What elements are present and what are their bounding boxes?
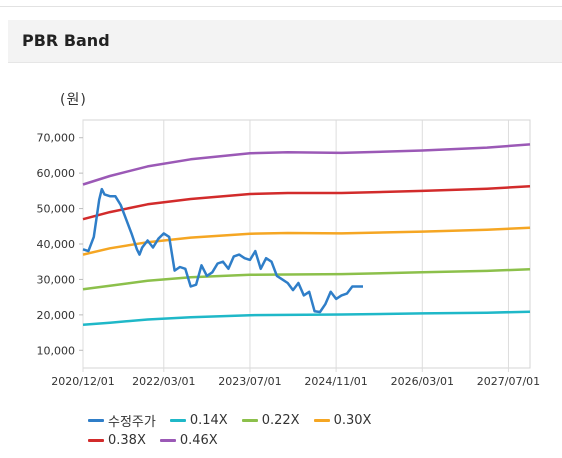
legend-swatch bbox=[88, 418, 104, 422]
y-tick-label: 60,000 bbox=[37, 167, 76, 180]
x-tick-label: 2022/03/01 bbox=[132, 375, 195, 388]
legend-label: 0.22X bbox=[261, 412, 300, 428]
legend-row: 수정주가 0.14X 0.22X 0.30X bbox=[88, 410, 528, 430]
legend: 수정주가 0.14X 0.22X 0.30X 0.38X 0.46X bbox=[88, 410, 528, 450]
band-line-0-22x bbox=[82, 267, 531, 291]
band-line-0-38x bbox=[82, 185, 531, 221]
x-tick-label: 2020/12/01 bbox=[51, 375, 114, 388]
legend-label: 0.38X bbox=[108, 432, 146, 448]
y-tick-label: 40,000 bbox=[37, 238, 76, 251]
y-tick-label: 30,000 bbox=[37, 273, 76, 286]
band-line-0-14x bbox=[82, 310, 531, 327]
legend-label: 0.30X bbox=[333, 412, 372, 428]
panel-title: PBR Band bbox=[22, 31, 110, 50]
legend-swatch bbox=[169, 418, 186, 422]
legend-item-0-38x[interactable]: 0.38X bbox=[88, 433, 146, 448]
legend-item-0-22x[interactable]: 0.22X bbox=[241, 412, 300, 428]
legend-label: 수정주가 bbox=[108, 414, 156, 430]
x-tick-label: 2027/07/01 bbox=[477, 375, 540, 388]
y-tick-label: 10,000 bbox=[37, 344, 76, 357]
legend-label: 0.14X bbox=[189, 412, 228, 428]
x-tick-label: 2026/03/01 bbox=[391, 375, 454, 388]
panel-header: PBR Band bbox=[8, 20, 562, 63]
legend-swatch bbox=[159, 438, 176, 442]
x-tick-label: 2024/11/01 bbox=[304, 375, 367, 388]
legend-label: 0.46X bbox=[179, 432, 218, 448]
legend-swatch bbox=[313, 418, 330, 422]
price-line bbox=[82, 187, 363, 314]
band-line-0-30x bbox=[82, 226, 531, 256]
band-line-0-46x bbox=[82, 143, 531, 186]
legend-item-0-46x[interactable]: 0.46X bbox=[159, 432, 218, 448]
legend-row: 0.38X 0.46X bbox=[88, 430, 528, 450]
legend-item-0-14x[interactable]: 0.14X bbox=[169, 412, 228, 428]
legend-swatch bbox=[88, 438, 104, 442]
x-tick-label: 2023/07/01 bbox=[218, 375, 281, 388]
y-tick-label: 50,000 bbox=[37, 203, 76, 216]
y-tick-label: 20,000 bbox=[37, 309, 76, 322]
unit-label: (원) bbox=[60, 92, 87, 108]
legend-swatch bbox=[241, 418, 258, 422]
legend-item-0-30x[interactable]: 0.30X bbox=[313, 412, 372, 428]
legend-item-price[interactable]: 수정주가 bbox=[88, 411, 156, 430]
y-tick-label: 70,000 bbox=[37, 132, 76, 145]
top-divider bbox=[0, 0, 562, 7]
